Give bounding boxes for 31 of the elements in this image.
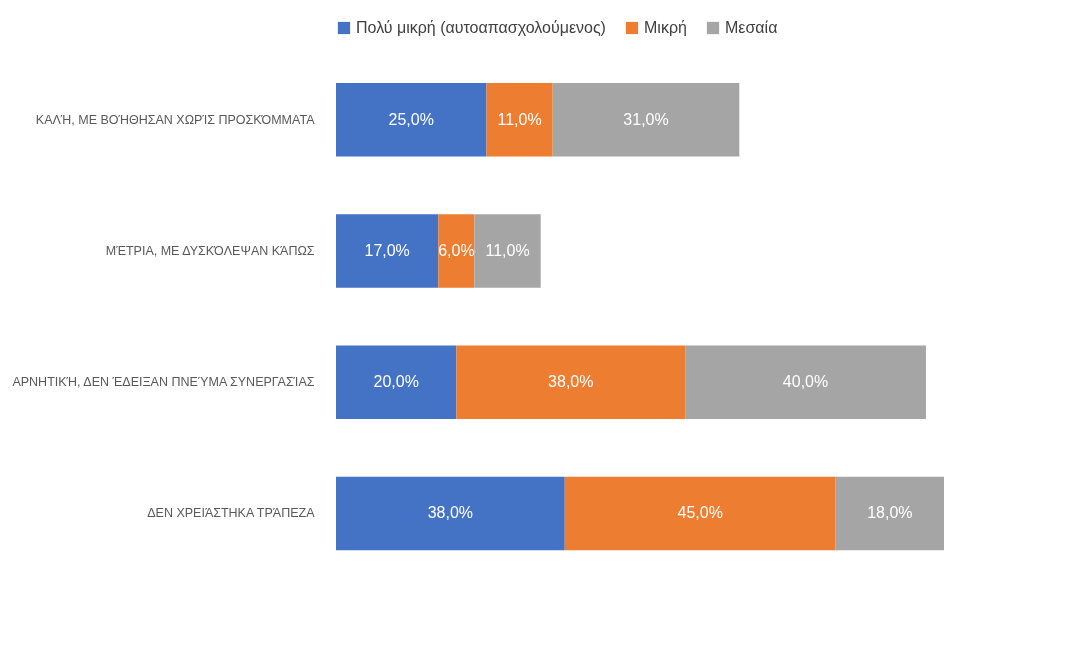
bar [564,476,836,551]
y-tick-label: ΔΕΝ ΧΡΕΙΆΣΤΗΚΑ ΤΡΆΠΕΖΑ [147,506,316,521]
data-label: 17,0% [364,241,410,259]
bar [486,82,553,157]
data-label: 6,0% [438,241,475,259]
bar [438,214,475,288]
legend-label: Μικρή [644,19,687,36]
legend-label: Μεσαία [725,19,778,36]
y-tick-label: ΚΑΛΉ, ΜΕ ΒΟΉΘΗΣΑΝ ΧΩΡΊΣ ΠΡΟΣΚΌΜΜΑΤΑ [35,112,316,127]
data-label: 18,0% [867,504,913,522]
bar [336,82,487,157]
data-label: 40,0% [782,373,829,391]
bar [456,345,686,419]
legend-label: Πολύ μικρή (αυτοαπασχολούμενος) [356,19,606,36]
bar [552,82,740,157]
data-label: 11,0% [485,241,530,259]
bar [336,214,439,288]
bar [336,476,565,551]
data-label: 11,0% [497,110,542,128]
data-label: 45,0% [677,504,723,522]
data-label: 38,0% [548,373,594,391]
data-label: 20,0% [373,373,419,391]
data-label: 38,0% [427,504,474,522]
data-label: 25,0% [388,110,434,128]
y-tick-label: ΜΈΤΡΙΑ, ΜΕ ΔΥΣΚΌΛΕΨΑΝ ΚΆΠΩΣ [105,243,315,258]
bar [474,214,541,288]
bar [336,345,457,419]
data-label: 31,0% [623,110,669,128]
bar [685,345,926,419]
y-tick-label: ΑΡΝΗΤΙΚΉ, ΔΕΝ ΈΔΕΙΞΑΝ ΠΝΕΎΜΑ ΣΥΝΕΡΓΑΣΊΑΣ [12,375,315,390]
bar [835,476,944,551]
